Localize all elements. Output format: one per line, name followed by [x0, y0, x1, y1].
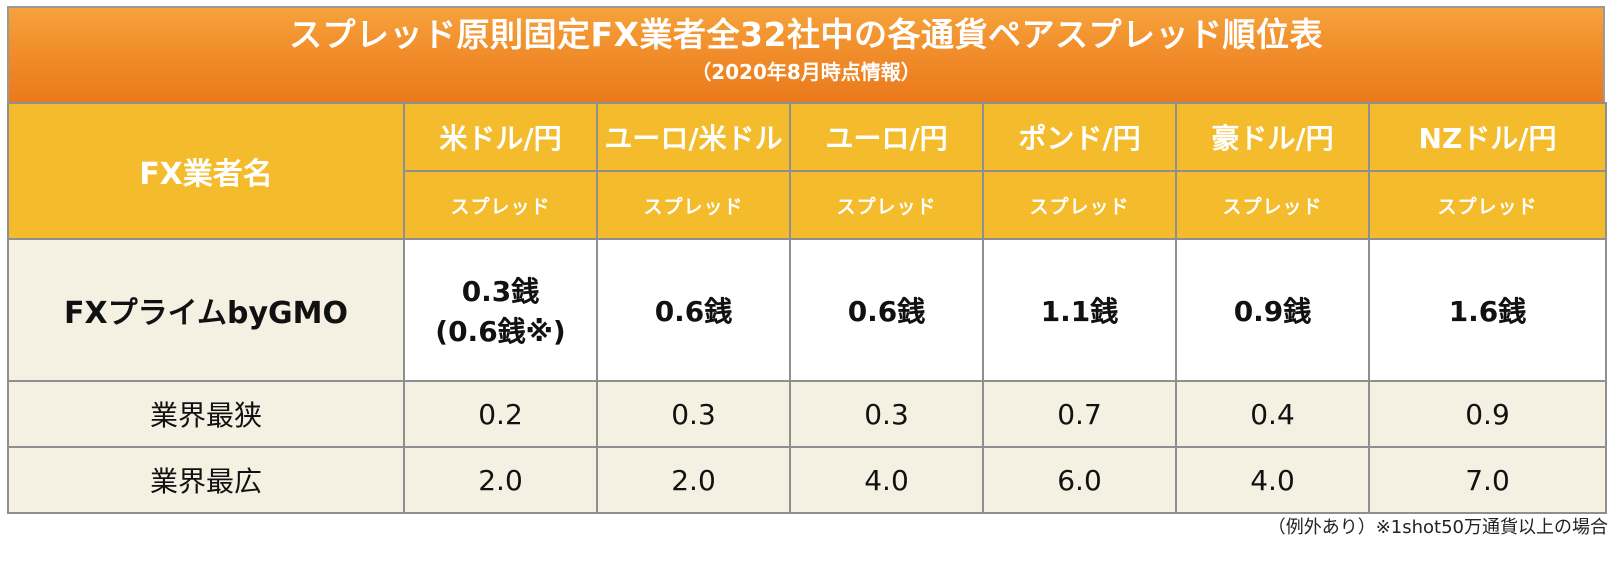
- widest-cell-nzdjpy: 7.0: [1368, 446, 1607, 514]
- row-label-narrowest: 業界最狭: [7, 380, 405, 448]
- table-subtitle: （2020年8月時点情報）: [691, 60, 921, 84]
- header-row-pairs: FX業者名 米ドル/円 ユーロ/米ドル ユーロ/円 ポンド/円 豪ドル/円 NZ…: [7, 102, 1607, 240]
- narrowest-cell-usdjpy: 0.2: [403, 380, 598, 448]
- broker-name-cell: FXプライムbyGMO: [7, 238, 405, 382]
- header-spread-label: スプレッド: [403, 170, 598, 240]
- spread-cell-nzdjpy: 1.6銭: [1368, 238, 1607, 382]
- footnote: （例外あり）※1shot50万通貨以上の場合: [1267, 517, 1608, 538]
- spread-cell-eurusd: 0.6銭: [596, 238, 791, 382]
- header-pair-eurusd: ユーロ/米ドル: [596, 102, 791, 172]
- header-pair-audjpy: 豪ドル/円: [1175, 102, 1370, 172]
- narrowest-cell-eurusd: 0.3: [596, 380, 791, 448]
- spread-cell-audjpy: 0.9銭: [1175, 238, 1370, 382]
- spread-cell-gbpjpy: 1.1銭: [982, 238, 1177, 382]
- header-row-spread: スプレッド スプレッド スプレッド スプレッド スプレッド スプレッド: [8, 170, 1607, 240]
- header-pair-gbpjpy: ポンド/円: [982, 102, 1177, 172]
- header-pair-nzdjpy: NZドル/円: [1368, 102, 1607, 172]
- widest-cell-eurjpy: 4.0: [789, 446, 984, 514]
- widest-cell-eurusd: 2.0: [596, 446, 791, 514]
- header-pair-eurjpy: ユーロ/円: [789, 102, 984, 172]
- spread-value: 0.3銭: [461, 275, 540, 308]
- header-broker-name: FX業者名: [7, 102, 405, 240]
- table-row-fxprime: FXプライムbyGMO 0.3銭 (0.6銭※) 0.6銭 0.6銭 1.1銭 …: [7, 238, 1607, 382]
- header-spread-label: スプレッド: [789, 170, 984, 240]
- table-title: スプレッド原則固定FX業者全32社中の各通貨ペアスプレッド順位表: [289, 15, 1323, 54]
- widest-cell-audjpy: 4.0: [1175, 446, 1370, 514]
- spread-table: FX業者名 米ドル/円 ユーロ/米ドル ユーロ/円 ポンド/円 豪ドル/円 NZ…: [7, 102, 1607, 514]
- spread-ranking-table-container: スプレッド原則固定FX業者全32社中の各通貨ペアスプレッド順位表 （2020年8…: [7, 6, 1607, 514]
- narrowest-cell-nzdjpy: 0.9: [1368, 380, 1607, 448]
- widest-cell-usdjpy: 2.0: [403, 446, 598, 514]
- header-spread-label: スプレッド: [982, 170, 1177, 240]
- header-spread-label: スプレッド: [596, 170, 791, 240]
- narrowest-cell-audjpy: 0.4: [1175, 380, 1370, 448]
- spread-cell-eurjpy: 0.6銭: [789, 238, 984, 382]
- table-title-banner: スプレッド原則固定FX業者全32社中の各通貨ペアスプレッド順位表 （2020年8…: [7, 6, 1605, 102]
- spread-value-exception: (0.6銭※): [435, 315, 566, 348]
- header-pair-usdjpy: 米ドル/円: [403, 102, 598, 172]
- table-row-industry-narrowest: 業界最狭 0.2 0.3 0.3 0.7 0.4 0.9: [7, 380, 1607, 448]
- narrowest-cell-gbpjpy: 0.7: [982, 380, 1177, 448]
- narrowest-cell-eurjpy: 0.3: [789, 380, 984, 448]
- widest-cell-gbpjpy: 6.0: [982, 446, 1177, 514]
- spread-cell-usdjpy: 0.3銭 (0.6銭※): [403, 238, 598, 382]
- header-spread-label: スプレッド: [1368, 170, 1607, 240]
- row-label-widest: 業界最広: [7, 446, 405, 514]
- header-spread-label: スプレッド: [1175, 170, 1370, 240]
- table-row-industry-widest: 業界最広 2.0 2.0 4.0 6.0 4.0 7.0: [7, 446, 1607, 514]
